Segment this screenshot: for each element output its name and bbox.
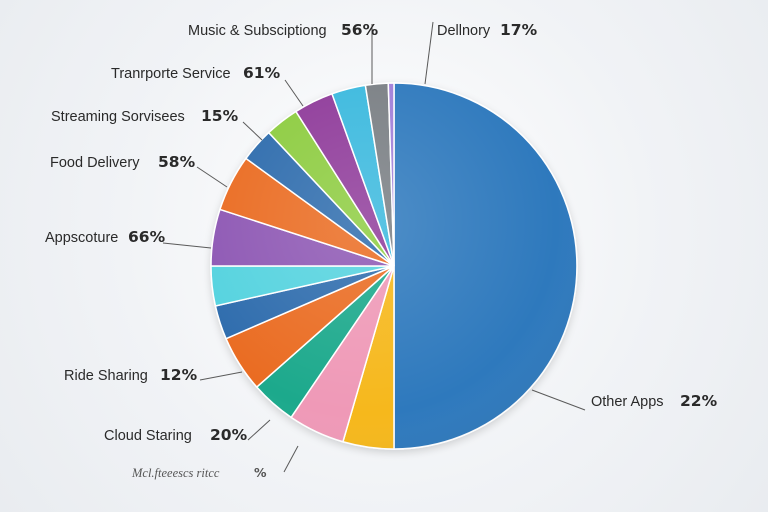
svg-text:Dellnory: Dellnory [437,23,491,39]
label-streaming-services: Streaming Sorvisees 15% [51,107,239,125]
svg-text:Ride Sharing: Ride Sharing [64,368,148,384]
svg-text:Appscoture: Appscoture [45,230,118,246]
leader-other [531,389,586,411]
leader-transport [284,79,304,107]
leader-cloud [247,419,271,441]
leader-delivery [424,21,434,85]
svg-text:56%: 56% [341,21,379,39]
label-ride-sharing: Ride Sharing 12% [64,366,198,384]
leader-streaming [242,121,263,141]
pie-slice-0 [393,82,578,450]
svg-text:Mcl.fteeescs ritcc: Mcl.fteeescs ritcc [131,466,220,480]
svg-text:%: % [254,465,267,480]
leader-lines [162,21,586,473]
label-food-delivery: Food Delivery 58% [50,153,196,171]
svg-text:12%: 12% [160,366,198,384]
svg-text:22%: 22% [680,392,718,410]
pie-slices [210,82,578,450]
label-other-apps: Other Apps 22% [591,392,718,410]
svg-text:61%: 61% [243,64,281,82]
svg-text:Cloud Staring: Cloud Staring [104,428,192,444]
leader-faded [283,445,299,473]
label-delivery: Dellnory 17% [437,21,538,39]
leader-ride [199,371,243,381]
svg-text:Streaming Sorvisees: Streaming Sorvisees [51,109,185,125]
label-transport-service: Tranrporte Service 61% [111,64,281,82]
svg-text:17%: 17% [500,21,538,39]
svg-text:66%: 66% [128,228,166,246]
leader-food [196,166,228,188]
svg-text:Other Apps: Other Apps [591,394,664,410]
svg-text:Music & Subsciptiong: Music & Subsciptiong [188,23,327,39]
svg-text:Food Delivery: Food Delivery [50,155,140,171]
label-faded-misc: Mcl.fteeescs ritcc % [131,465,267,480]
svg-text:Tranrporte Service: Tranrporte Service [111,66,231,82]
leader-appscoture [162,242,212,249]
svg-text:15%: 15% [201,107,239,125]
label-cloud-storage: Cloud Staring 20% [104,426,248,444]
label-music-subscriptions: Music & Subsciptiong 56% [188,21,379,39]
svg-text:20%: 20% [210,426,248,444]
label-appscoture: Appscoture 66% [45,228,166,246]
svg-text:58%: 58% [158,153,196,171]
